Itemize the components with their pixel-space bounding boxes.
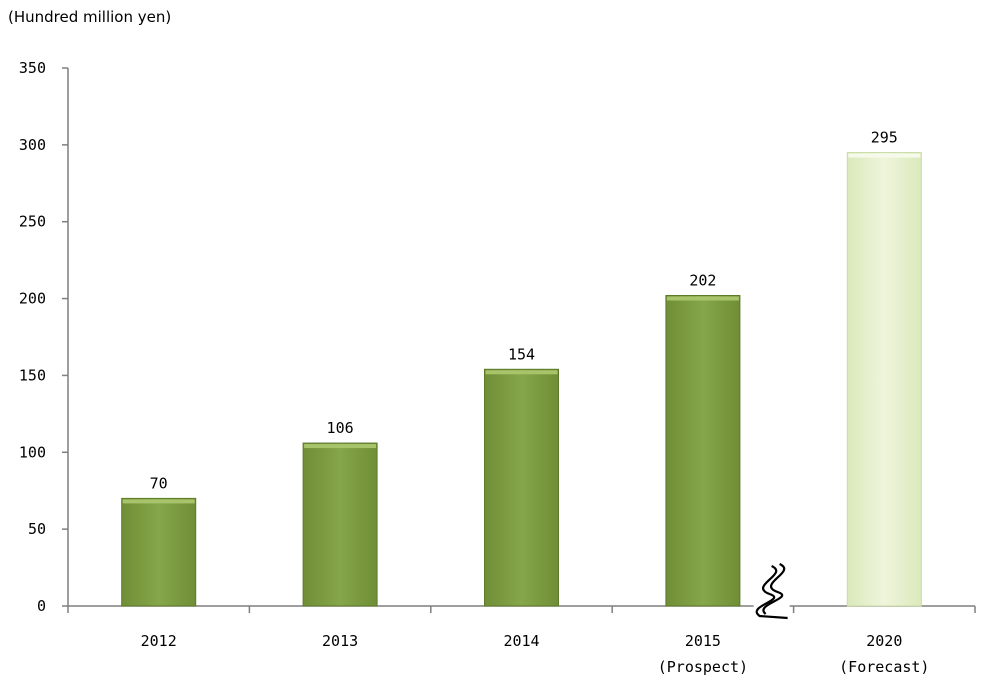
x-tick-label: 2020: [866, 632, 902, 650]
x-tick-label: 2015: [685, 632, 721, 650]
data-label: 106: [327, 419, 354, 437]
data-label: 202: [689, 271, 716, 289]
bar-bevel: [848, 153, 921, 158]
data-label: 70: [150, 474, 168, 492]
bar-bevel: [485, 370, 558, 375]
x-tick-sublabel: (Prospect): [658, 658, 748, 676]
y-tick-label: 50: [28, 520, 46, 538]
bar: [121, 497, 197, 607]
y-tick-label: 150: [19, 366, 46, 384]
data-label: 154: [508, 345, 535, 363]
y-tick-label: 300: [19, 136, 46, 154]
x-tick-label: 2013: [322, 632, 358, 650]
y-tick-label: 0: [37, 597, 46, 615]
bar-bevel: [304, 444, 377, 449]
bar-bevel: [122, 499, 195, 504]
bar-bevel: [666, 296, 739, 301]
y-tick-label: 200: [19, 290, 46, 308]
data-label: 295: [871, 129, 898, 147]
bar: [484, 368, 559, 607]
bar: [665, 294, 741, 607]
y-tick-label: 100: [19, 443, 46, 461]
bar-forecast: [846, 152, 922, 607]
x-tick-sublabel: (Forecast): [839, 658, 929, 676]
axis-break-mark: [762, 562, 786, 615]
x-tick-label: 2012: [141, 632, 177, 650]
y-tick-label: 250: [19, 213, 46, 231]
y-axis-unit-label: (Hundred million yen): [8, 8, 172, 26]
axis-break-mask: [753, 564, 790, 620]
y-tick-label: 350: [19, 59, 46, 77]
axis-break-mark: [755, 564, 788, 620]
x-tick-label: 2014: [503, 632, 539, 650]
bar: [302, 442, 378, 607]
